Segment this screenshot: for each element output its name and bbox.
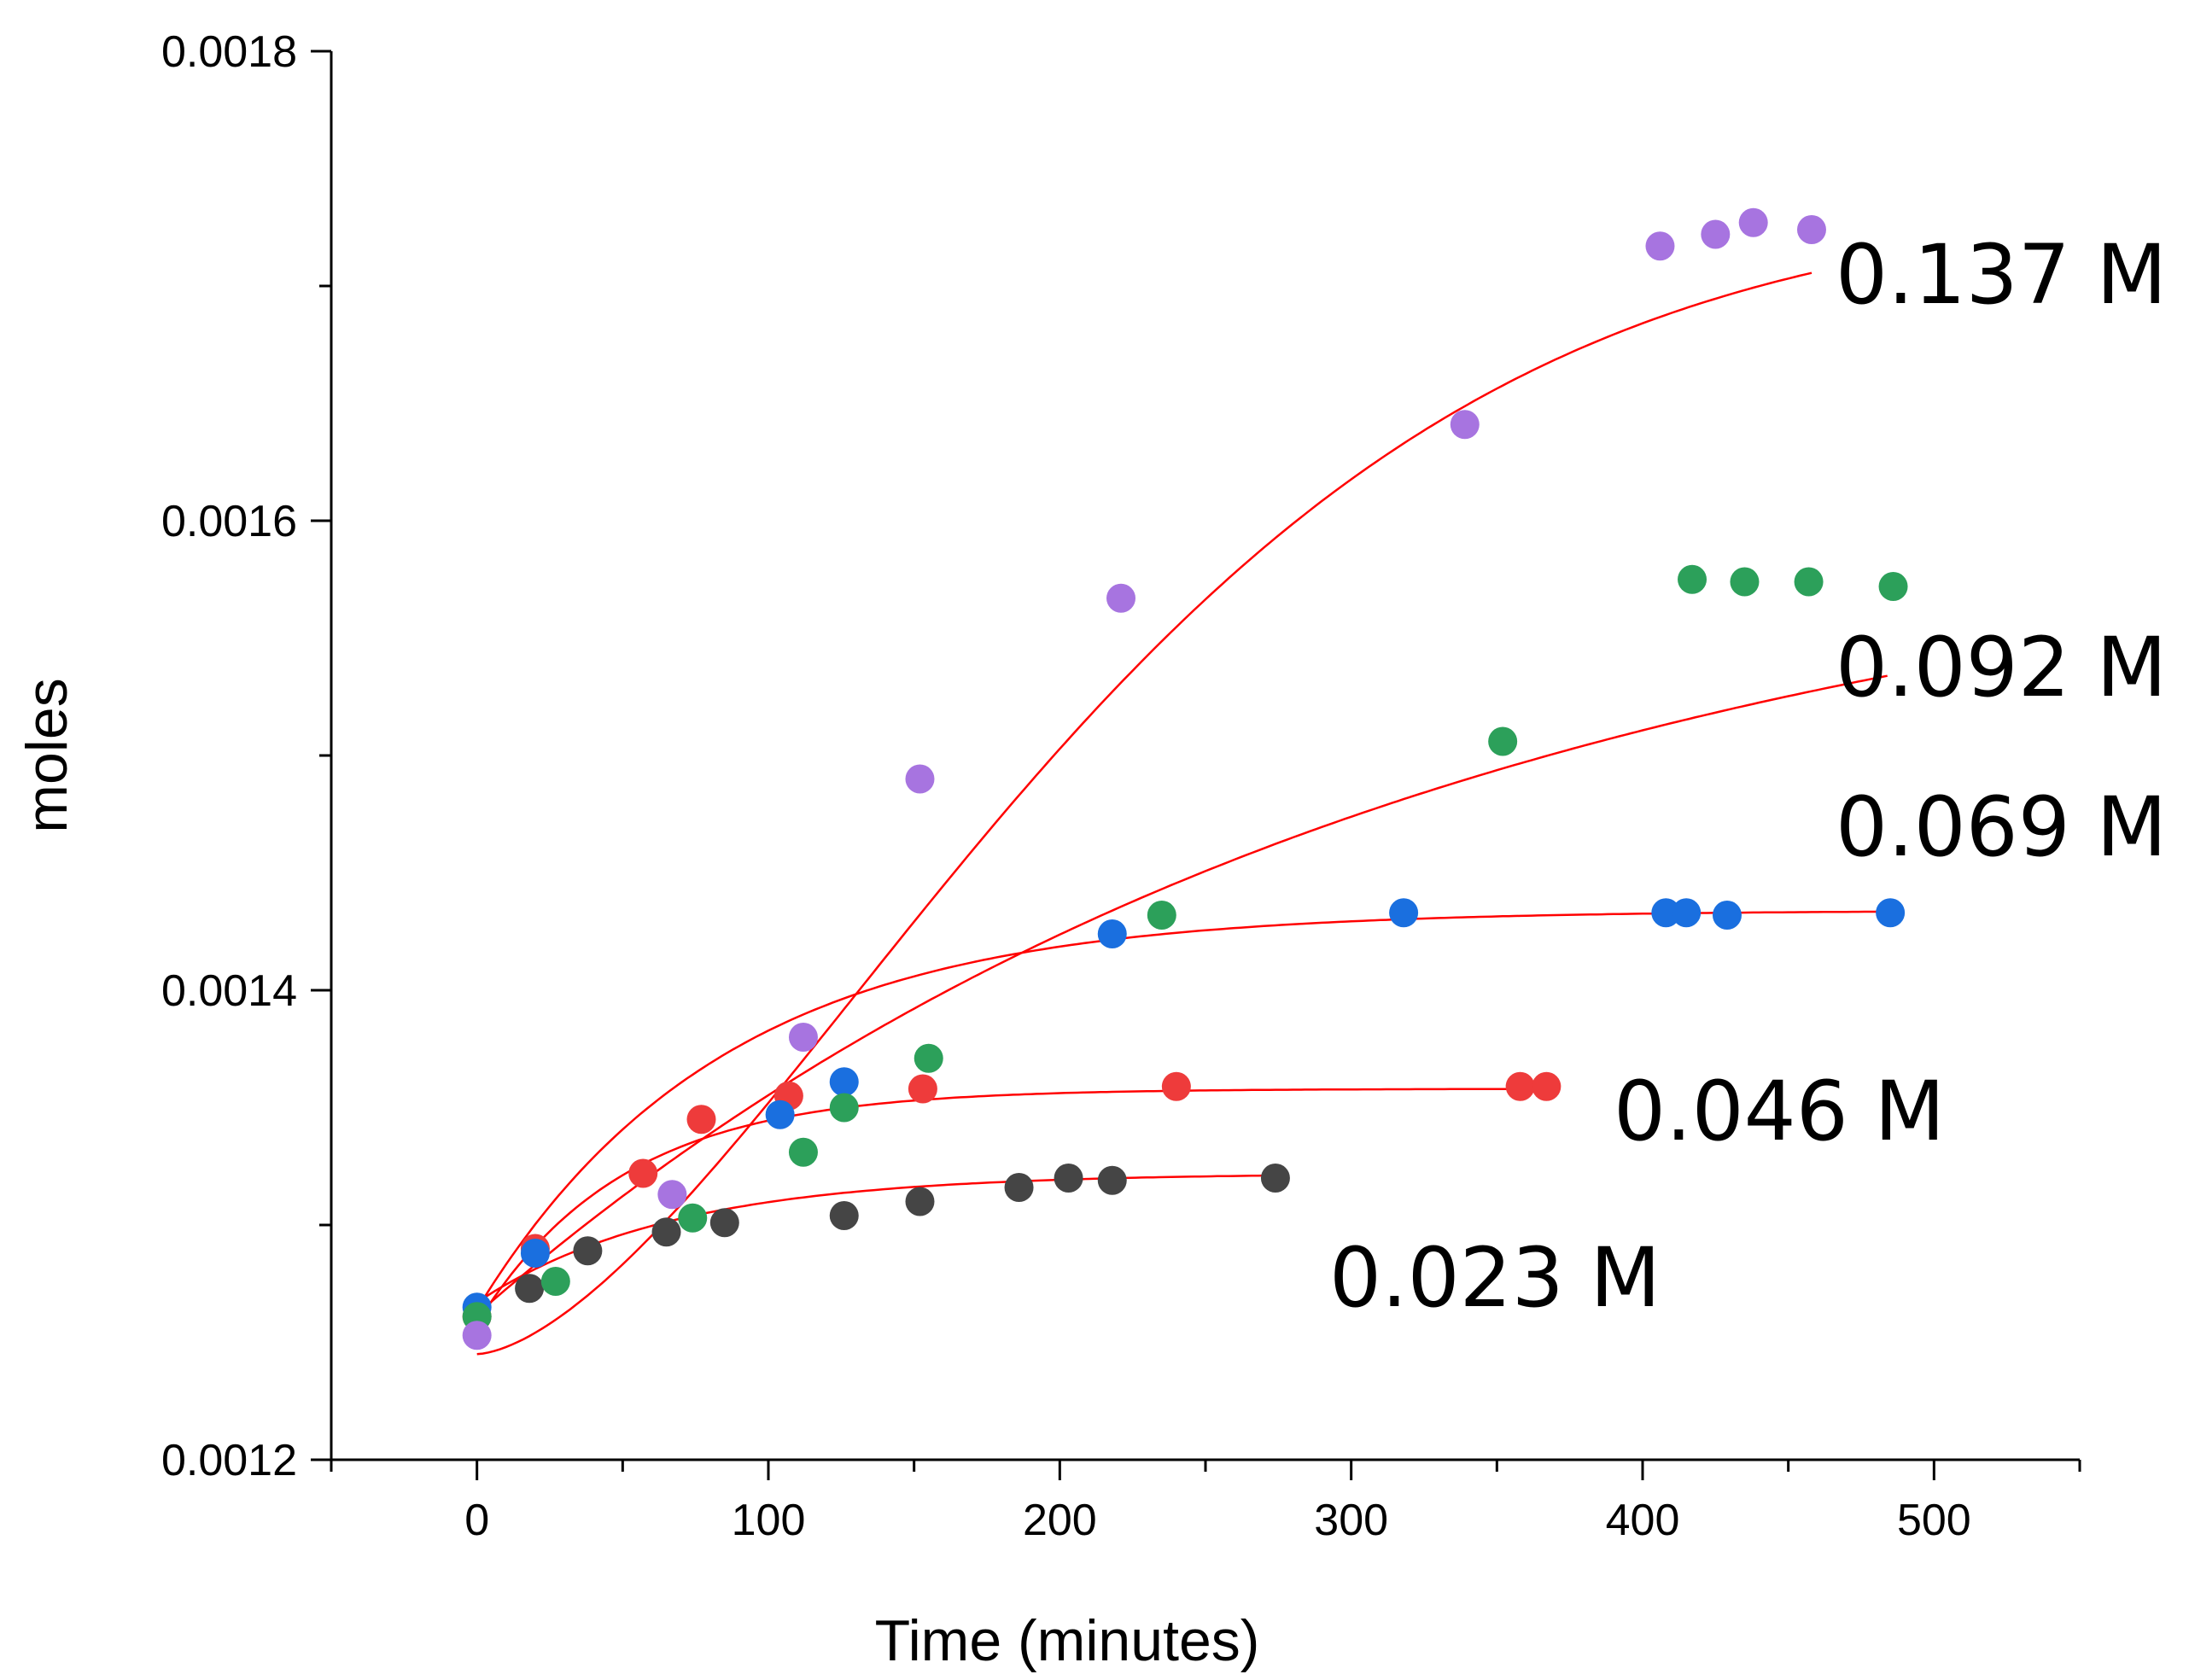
data-point-0137 [1450,410,1480,440]
data-point-0069 [1672,898,1702,928]
data-point-0092 [1794,567,1824,597]
x-tick-label: 0 [464,1496,489,1545]
data-point-0069 [1712,901,1742,930]
data-point-0092 [1678,564,1707,594]
data-point-0046 [628,1158,658,1188]
data-point-0137 [1796,215,1826,244]
series-label-0-137: 0.137 M [1836,227,2167,323]
data-point-0023 [829,1201,859,1230]
fit-curve-0023 [476,1174,1275,1304]
axis-ticks: 0 100 200 300 400 500 0.0012 0.0014 0.0016 0.0018 [161,27,2081,1545]
data-points [462,207,1908,1350]
fit-curve-0092 [476,674,1888,1315]
fit-curve-0137 [476,271,1812,1356]
y-tick-label: 0.0018 [161,27,297,77]
data-point-0069 [520,1239,550,1268]
data-point-0137 [462,1321,492,1350]
data-point-0137 [1701,219,1731,249]
data-point-0092 [829,1093,859,1123]
data-point-0092 [678,1203,708,1233]
x-axis-title: Time (minutes) [875,1608,1260,1673]
data-point-0023 [651,1217,681,1247]
x-tick-label: 400 [1606,1496,1680,1545]
x-tick-label: 100 [732,1496,806,1545]
y-tick-label: 0.0014 [161,966,297,1016]
data-point-0092 [914,1043,943,1073]
data-point-0137 [657,1180,687,1210]
y-tick-label: 0.0016 [161,497,297,546]
data-point-0137 [905,764,935,794]
data-point-0137 [1738,207,1768,237]
data-point-0137 [788,1023,818,1052]
data-point-0069 [1651,898,1681,928]
data-point-0092 [1878,572,1908,601]
data-point-0023 [1097,1165,1127,1195]
data-point-0023 [1260,1164,1290,1193]
series-label-0-069: 0.069 M [1836,779,2167,875]
series-label-0-023: 0.023 M [1329,1230,1661,1326]
fit-curves [476,271,1888,1356]
data-point-0092 [1730,567,1760,597]
data-point-0023 [1054,1164,1083,1193]
data-point-0069 [1097,919,1127,948]
data-point-0046 [1532,1071,1561,1101]
data-point-0046 [908,1074,937,1104]
data-point-0069 [1389,898,1419,928]
data-point-0092 [1488,726,1518,756]
y-axis-title: moles [15,678,79,832]
data-point-0137 [1645,231,1675,261]
x-tick-label: 300 [1314,1496,1388,1545]
data-point-0046 [686,1105,716,1135]
series-label-0-092: 0.092 M [1836,620,2167,715]
data-point-0046 [1161,1071,1191,1101]
x-tick-label: 200 [1023,1496,1097,1545]
data-point-0092 [788,1137,818,1167]
data-point-0023 [573,1236,603,1266]
fit-curve-0046 [476,1088,1538,1325]
data-point-0023 [709,1208,739,1238]
data-point-0137 [1106,583,1136,613]
series-label-0-046: 0.046 M [1614,1064,1945,1159]
data-point-0069 [829,1067,859,1097]
data-point-0046 [1505,1071,1535,1101]
data-point-0092 [1147,901,1176,930]
data-point-0023 [905,1187,935,1216]
data-point-0069 [765,1100,795,1129]
data-point-0092 [540,1267,570,1296]
data-point-0069 [1876,898,1906,928]
data-point-0023 [515,1274,545,1304]
data-point-0023 [1004,1173,1034,1202]
y-tick-label: 0.0012 [161,1436,297,1485]
x-tick-label: 500 [1897,1496,1971,1545]
